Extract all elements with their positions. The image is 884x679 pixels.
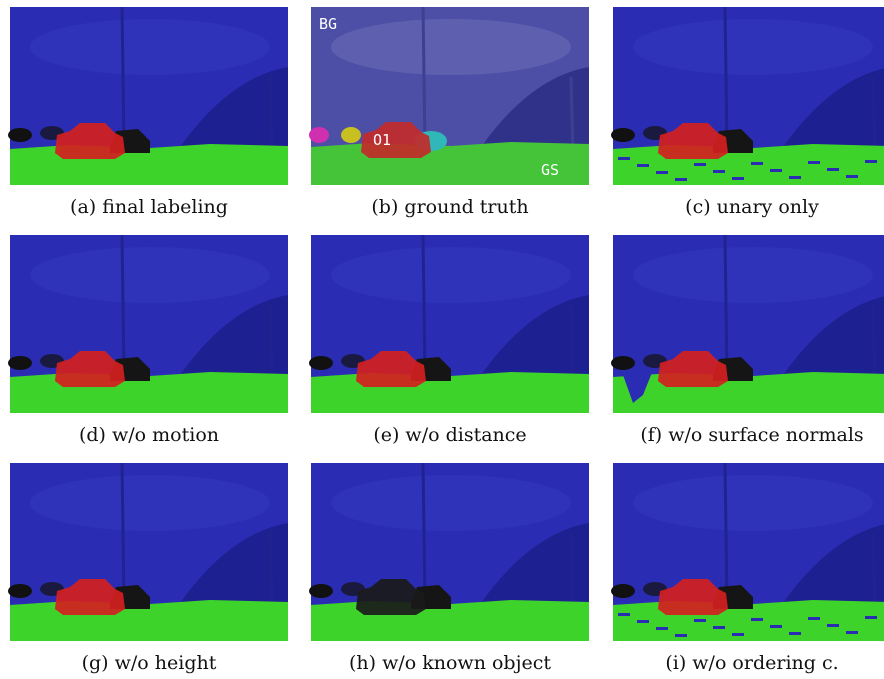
noise xyxy=(713,170,725,173)
clouds xyxy=(633,475,873,531)
label-gs: GS xyxy=(541,161,559,179)
pole xyxy=(873,77,875,157)
panel xyxy=(611,7,884,185)
pole xyxy=(571,533,573,613)
car-dark xyxy=(8,584,32,598)
noise xyxy=(732,633,744,636)
noise xyxy=(827,168,839,171)
pole xyxy=(270,77,272,157)
noise xyxy=(846,631,858,634)
panel xyxy=(611,235,884,413)
clouds xyxy=(30,247,270,303)
caption: (b) ground truth xyxy=(371,196,528,218)
figure: (a) final labeling BG O1 GS (b) ground truth… xyxy=(0,0,884,679)
panel xyxy=(611,463,884,641)
clouds xyxy=(331,247,571,303)
noise xyxy=(618,157,630,160)
caption: (d) w/o motion xyxy=(79,424,219,446)
caption: (g) w/o height xyxy=(82,652,217,674)
noise xyxy=(751,618,763,621)
panel: BG O1 GS xyxy=(309,7,589,185)
car-dark xyxy=(8,128,32,142)
caption: (i) w/o ordering c. xyxy=(665,652,838,674)
noise xyxy=(770,169,782,172)
caption: (e) w/o distance xyxy=(373,424,526,446)
clouds xyxy=(633,19,873,75)
car-yellow xyxy=(341,127,361,143)
pole xyxy=(270,305,272,385)
panel xyxy=(8,7,288,185)
noise xyxy=(808,161,820,164)
clouds xyxy=(30,475,270,531)
noise xyxy=(618,613,630,616)
noise xyxy=(865,616,877,619)
noise xyxy=(789,632,801,635)
noise xyxy=(846,175,858,178)
car-dark xyxy=(309,356,333,370)
clouds xyxy=(331,475,571,531)
pole xyxy=(423,235,425,375)
car-dark xyxy=(309,584,333,598)
car-dark xyxy=(611,584,635,598)
car-magenta xyxy=(309,127,329,143)
noise xyxy=(751,162,763,165)
pole xyxy=(423,463,425,603)
panel xyxy=(309,235,589,413)
car-dark xyxy=(611,356,635,370)
pole xyxy=(571,305,573,385)
noise xyxy=(675,178,687,181)
caption: (c) unary only xyxy=(685,196,819,218)
noise xyxy=(637,164,649,167)
label-bg: BG xyxy=(319,15,337,33)
clouds xyxy=(331,19,571,75)
label-o1: O1 xyxy=(373,131,391,149)
panel xyxy=(8,235,288,413)
pole xyxy=(725,235,727,375)
panel xyxy=(8,463,288,641)
caption: (f) w/o surface normals xyxy=(640,424,863,446)
pole xyxy=(873,533,875,613)
pole xyxy=(122,7,124,147)
car-dark xyxy=(611,128,635,142)
clouds xyxy=(30,19,270,75)
pole xyxy=(873,305,875,385)
noise xyxy=(789,176,801,179)
noise xyxy=(827,624,839,627)
noise xyxy=(732,177,744,180)
noise xyxy=(865,160,877,163)
noise xyxy=(694,163,706,166)
pole xyxy=(122,235,124,375)
noise xyxy=(713,626,725,629)
noise xyxy=(656,171,668,174)
pole xyxy=(423,7,425,147)
noise xyxy=(808,617,820,620)
noise xyxy=(694,619,706,622)
car-dark xyxy=(8,356,32,370)
caption: (h) w/o known object xyxy=(349,652,551,674)
panel xyxy=(309,463,589,641)
caption: (a) final labeling xyxy=(70,196,228,218)
noise xyxy=(656,627,668,630)
pole xyxy=(725,7,727,147)
pole xyxy=(122,463,124,603)
pole xyxy=(725,463,727,603)
clouds xyxy=(633,247,873,303)
noise xyxy=(637,620,649,623)
noise xyxy=(770,625,782,628)
noise xyxy=(675,634,687,637)
pole xyxy=(270,533,272,613)
